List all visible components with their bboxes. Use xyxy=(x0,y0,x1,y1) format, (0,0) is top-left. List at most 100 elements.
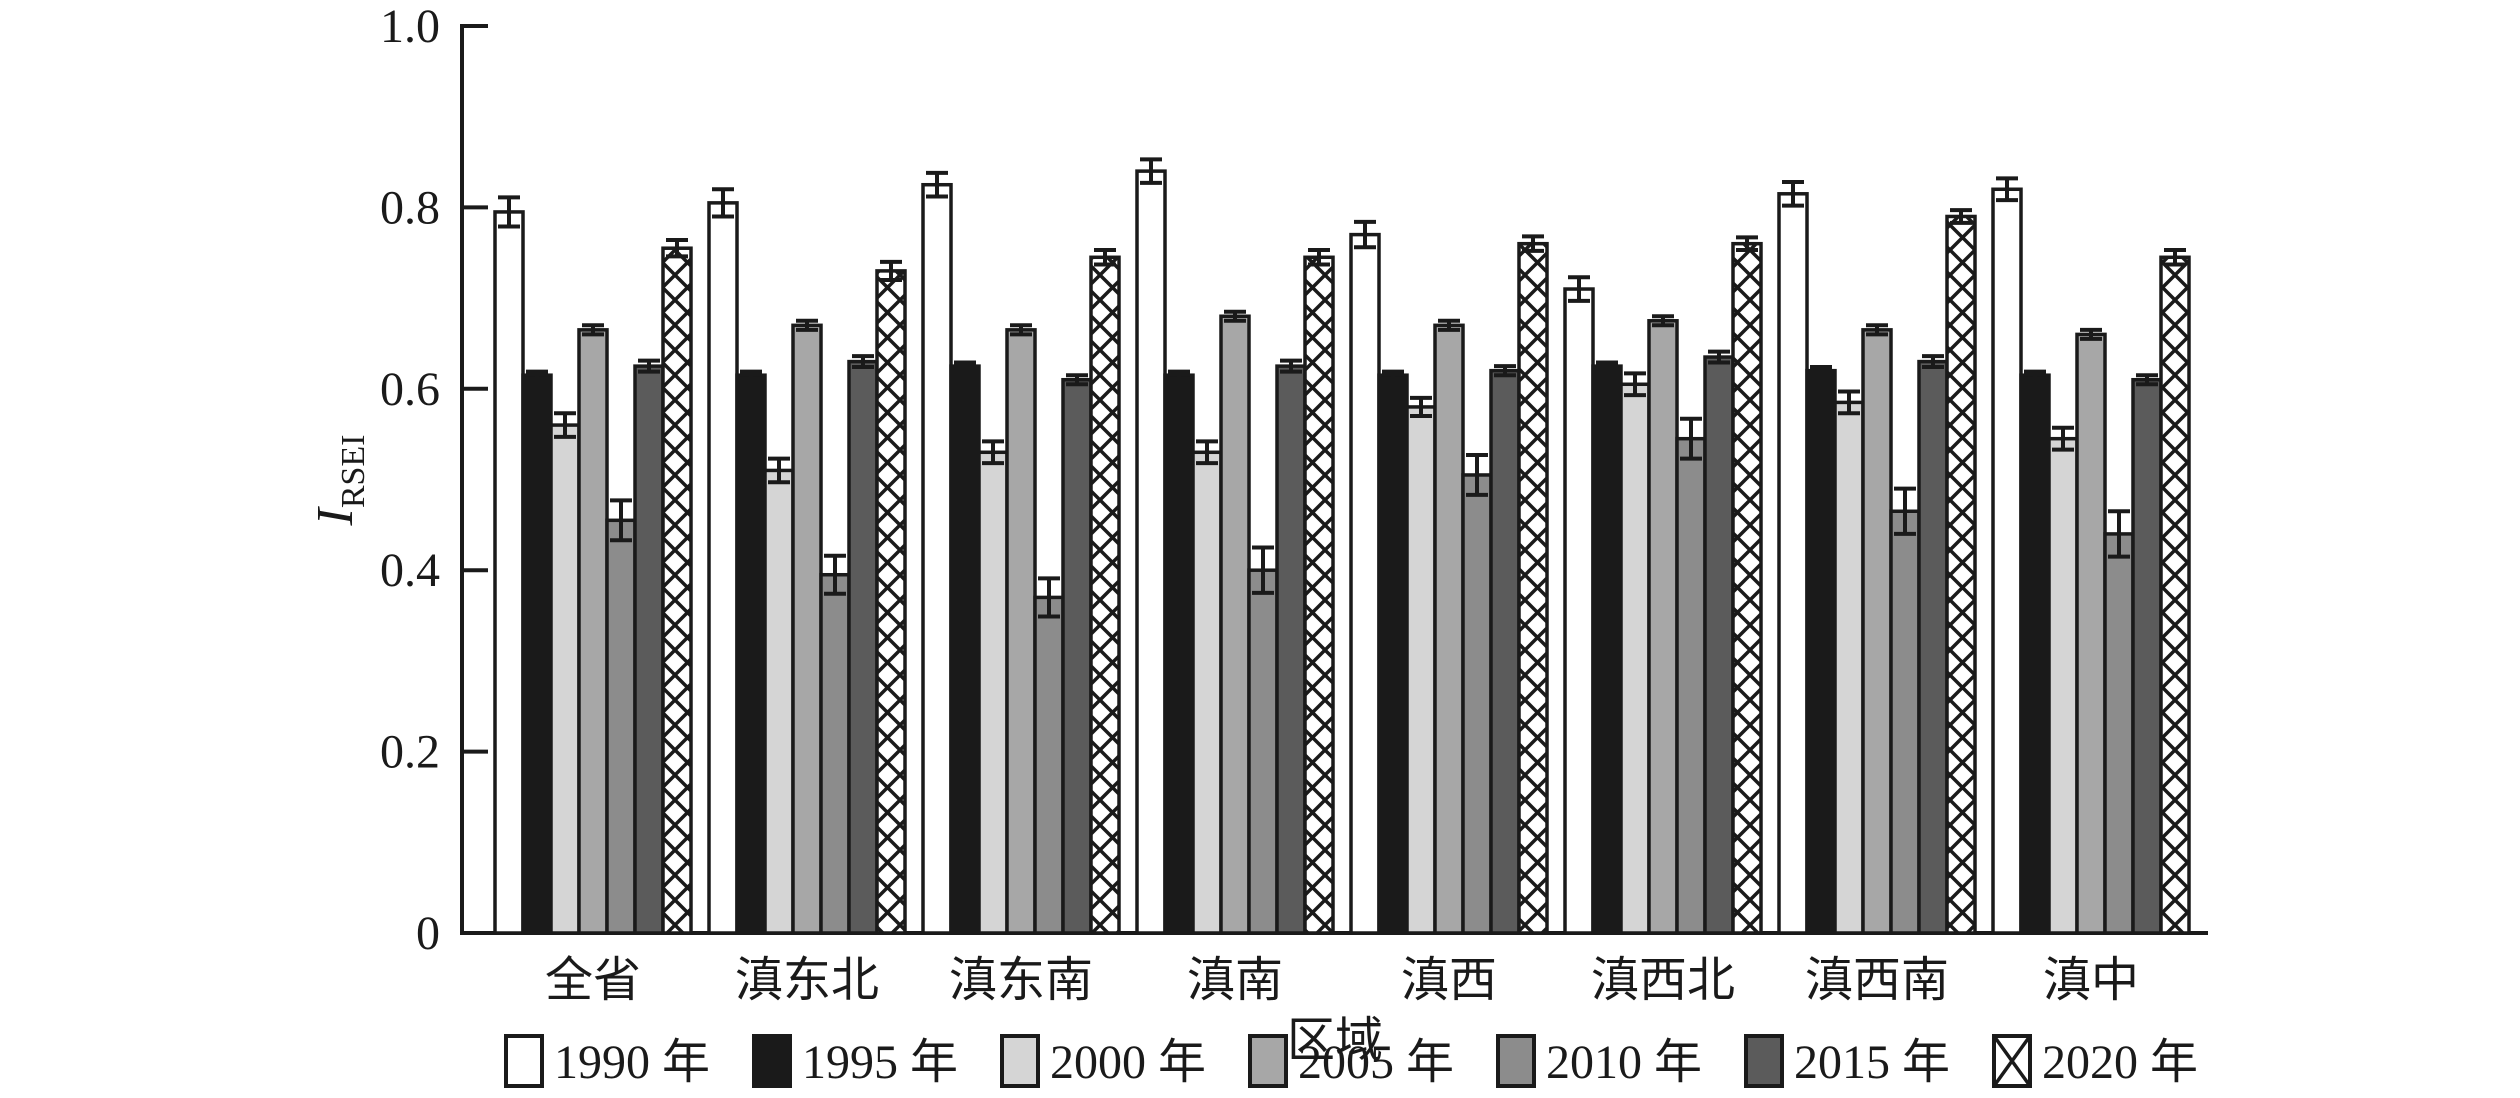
bar-series2-cat6 xyxy=(1833,400,1865,935)
bar-series5-cat2 xyxy=(1061,377,1093,935)
error-bar xyxy=(498,195,520,229)
error-bar xyxy=(1922,354,1944,370)
error-bar xyxy=(796,318,818,332)
error-bar xyxy=(1354,219,1376,250)
bar-series4-cat1 xyxy=(819,572,851,935)
bar-series6-cat7 xyxy=(2159,255,2191,935)
bar-series3-cat3 xyxy=(1219,314,1251,935)
error-bar xyxy=(2080,327,2102,341)
error-bar xyxy=(2108,509,2130,559)
error-bar xyxy=(666,238,688,259)
bar-series3-cat5 xyxy=(1647,319,1679,935)
bar-series6-cat5 xyxy=(1731,241,1763,935)
error-bar xyxy=(1038,576,1060,619)
error-bar xyxy=(1224,309,1246,323)
legend-item-6: 2020 年 xyxy=(1992,1034,2198,1089)
legend-item-0: 1990 年 xyxy=(504,1034,710,1089)
error-bar xyxy=(1196,439,1218,466)
error-bar xyxy=(1996,176,2018,203)
error-bar xyxy=(2136,373,2158,387)
bar-series0-cat1 xyxy=(707,201,739,935)
y-tick-label: 0.6 xyxy=(380,363,440,416)
legend-item-4: 2010 年 xyxy=(1496,1034,1702,1089)
bar-series2-cat4 xyxy=(1405,405,1437,935)
bar-series6-cat3 xyxy=(1303,255,1335,935)
error-bar xyxy=(1838,389,1860,416)
error-bar xyxy=(1308,248,1330,267)
bar-series3-cat2 xyxy=(1005,328,1037,935)
error-bars xyxy=(498,157,2186,619)
bar-series0-cat5 xyxy=(1563,287,1595,935)
bar-series1-cat2 xyxy=(949,364,981,935)
bar-series1-cat5 xyxy=(1591,364,1623,935)
y-axis-title: IRSEI xyxy=(307,434,372,526)
bar-series2-cat2 xyxy=(977,450,1009,935)
error-bar xyxy=(1280,358,1302,374)
bar-series2-cat3 xyxy=(1191,450,1223,935)
error-bar xyxy=(1168,369,1190,381)
x-category-label-5: 滇西北 xyxy=(1591,954,1735,1007)
legend-item-2: 2000 年 xyxy=(1000,1034,1206,1089)
legend-swatch xyxy=(1496,1034,1536,1088)
bar-series0-cat3 xyxy=(1135,169,1167,935)
error-bar xyxy=(768,456,790,485)
bar-series6-cat0 xyxy=(661,246,693,935)
legend-label: 2010 年 xyxy=(1546,1036,1702,1089)
bar-series3-cat0 xyxy=(577,328,609,935)
bar-series1-cat6 xyxy=(1805,368,1837,935)
bar-series5-cat7 xyxy=(2131,377,2163,935)
error-bar xyxy=(740,369,762,381)
x-category-label-3: 滇南 xyxy=(1187,954,1283,1007)
error-bar xyxy=(1782,180,1804,208)
bar-series6-cat1 xyxy=(875,269,907,935)
y-tick-label: 1.0 xyxy=(380,0,440,53)
x-category-label-0: 全省 xyxy=(545,954,641,1007)
bar-series0-cat4 xyxy=(1349,232,1381,935)
x-category-label-1: 滇东北 xyxy=(735,954,879,1007)
error-bar xyxy=(2052,425,2074,452)
error-bar xyxy=(1596,360,1618,372)
legend-swatch xyxy=(1000,1034,1040,1088)
legend-swatch-crosshatch-lines xyxy=(1992,1034,2032,1088)
legend-label: 2005 年 xyxy=(1298,1036,1454,1089)
bar-series2-cat7 xyxy=(2047,436,2079,935)
bar-series5-cat1 xyxy=(847,359,879,935)
bar-series4-cat0 xyxy=(605,518,637,935)
error-bar xyxy=(1410,395,1432,419)
error-bar xyxy=(1950,208,1972,225)
y-tick-label: 0.4 xyxy=(380,544,440,597)
bar-series1-cat0 xyxy=(521,373,553,935)
legend-label: 2020 年 xyxy=(2042,1036,2198,1089)
error-bar xyxy=(1522,234,1544,253)
x-category-label-6: 滇西南 xyxy=(1805,954,1949,1007)
legend-item-5: 2015 年 xyxy=(1744,1034,1950,1089)
error-bar xyxy=(1140,157,1162,185)
error-bar xyxy=(1708,349,1730,365)
y-tick-label: 0.2 xyxy=(380,726,440,779)
error-bar xyxy=(554,411,576,439)
error-bar xyxy=(1438,318,1460,332)
error-bar xyxy=(526,369,548,381)
bar-series5-cat6 xyxy=(1917,359,1949,935)
error-bar xyxy=(880,259,902,282)
error-bar xyxy=(1094,248,1116,267)
error-bar xyxy=(582,323,604,337)
bar-series0-cat7 xyxy=(1991,187,2023,935)
bar-series4-cat7 xyxy=(2103,532,2135,935)
bar-series2-cat1 xyxy=(763,468,795,935)
error-bar xyxy=(1382,369,1404,381)
error-bar xyxy=(1810,365,1832,377)
bar-series5-cat4 xyxy=(1489,368,1521,935)
x-category-label-7: 滇中 xyxy=(2043,954,2139,1007)
error-bar xyxy=(824,553,846,596)
bars xyxy=(493,169,2191,935)
error-bar xyxy=(982,439,1004,466)
bar-series3-cat4 xyxy=(1433,323,1465,935)
error-bar xyxy=(712,187,734,219)
bar-series6-cat6 xyxy=(1945,214,1977,935)
error-bar xyxy=(1866,323,1888,337)
bar-series6-cat2 xyxy=(1089,255,1121,935)
error-bar xyxy=(2024,369,2046,381)
